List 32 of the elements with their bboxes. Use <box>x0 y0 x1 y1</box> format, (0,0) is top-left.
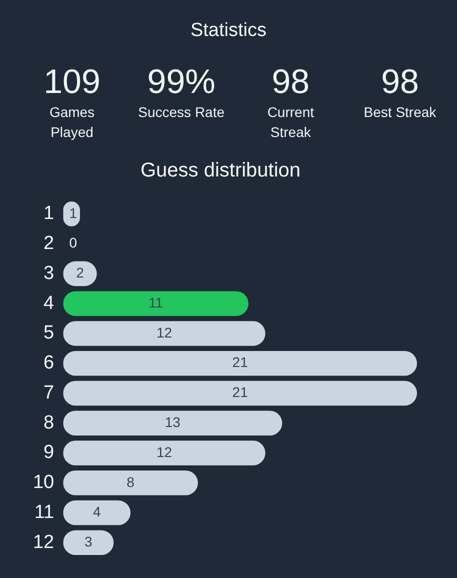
data-label: 0 <box>69 234 78 251</box>
y-tick-label: 5 <box>44 322 54 344</box>
data-label: 8 <box>126 474 135 490</box>
y-tick-label: 1 <box>44 203 54 224</box>
y-tick-label: 11 <box>34 502 54 524</box>
data-label: 12 <box>156 444 172 460</box>
bar <box>63 380 417 406</box>
y-tick-label: 9 <box>44 442 54 464</box>
y-tick-label: 2 <box>44 233 54 254</box>
data-label: 11 <box>148 294 164 310</box>
data-label: 3 <box>84 534 93 550</box>
bar <box>63 410 282 436</box>
bar <box>63 291 248 316</box>
bar <box>63 470 198 496</box>
y-tick-label: 12 <box>32 532 54 553</box>
data-label: 13 <box>164 414 181 430</box>
bar <box>63 440 266 466</box>
y-tick-label: 3 <box>44 262 54 284</box>
data-label: 12 <box>156 324 172 340</box>
chart-title: Guess distribution <box>140 160 301 182</box>
y-tick-label: 7 <box>44 382 54 404</box>
data-label: 2 <box>76 264 84 281</box>
y-tick-label: 8 <box>44 412 54 434</box>
bar <box>63 321 266 346</box>
data-label: 21 <box>232 384 248 400</box>
data-label: 21 <box>232 354 248 370</box>
data-label: 4 <box>92 504 101 520</box>
y-tick-label: 4 <box>44 292 55 314</box>
data-label: 1 <box>69 204 78 221</box>
y-tick-label: 10 <box>32 472 54 494</box>
bar <box>63 350 417 376</box>
y-tick-label: 6 <box>44 352 54 374</box>
